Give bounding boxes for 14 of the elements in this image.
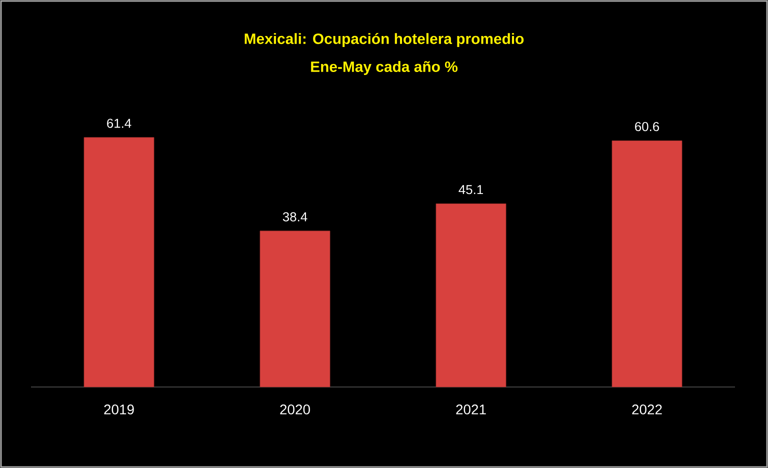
data-label: 45.1 (458, 185, 483, 194)
chart-title: Mexicali: Ocupación hotelera promedio (244, 32, 524, 48)
bar (612, 140, 682, 388)
x-tick-label: 2021 (456, 404, 486, 414)
bar (84, 137, 154, 388)
data-label: 38.4 (282, 212, 308, 222)
data-label: 61.4 (107, 118, 132, 128)
data-label: 60.6 (635, 122, 660, 132)
x-tick-label: 2022 (632, 404, 662, 414)
bar (436, 203, 506, 388)
x-tick-label: 2019 (104, 404, 134, 414)
x-tick-label: 2020 (280, 404, 310, 414)
bar (260, 230, 330, 388)
chart-subtitle: Ene-May cada año % (311, 61, 458, 75)
